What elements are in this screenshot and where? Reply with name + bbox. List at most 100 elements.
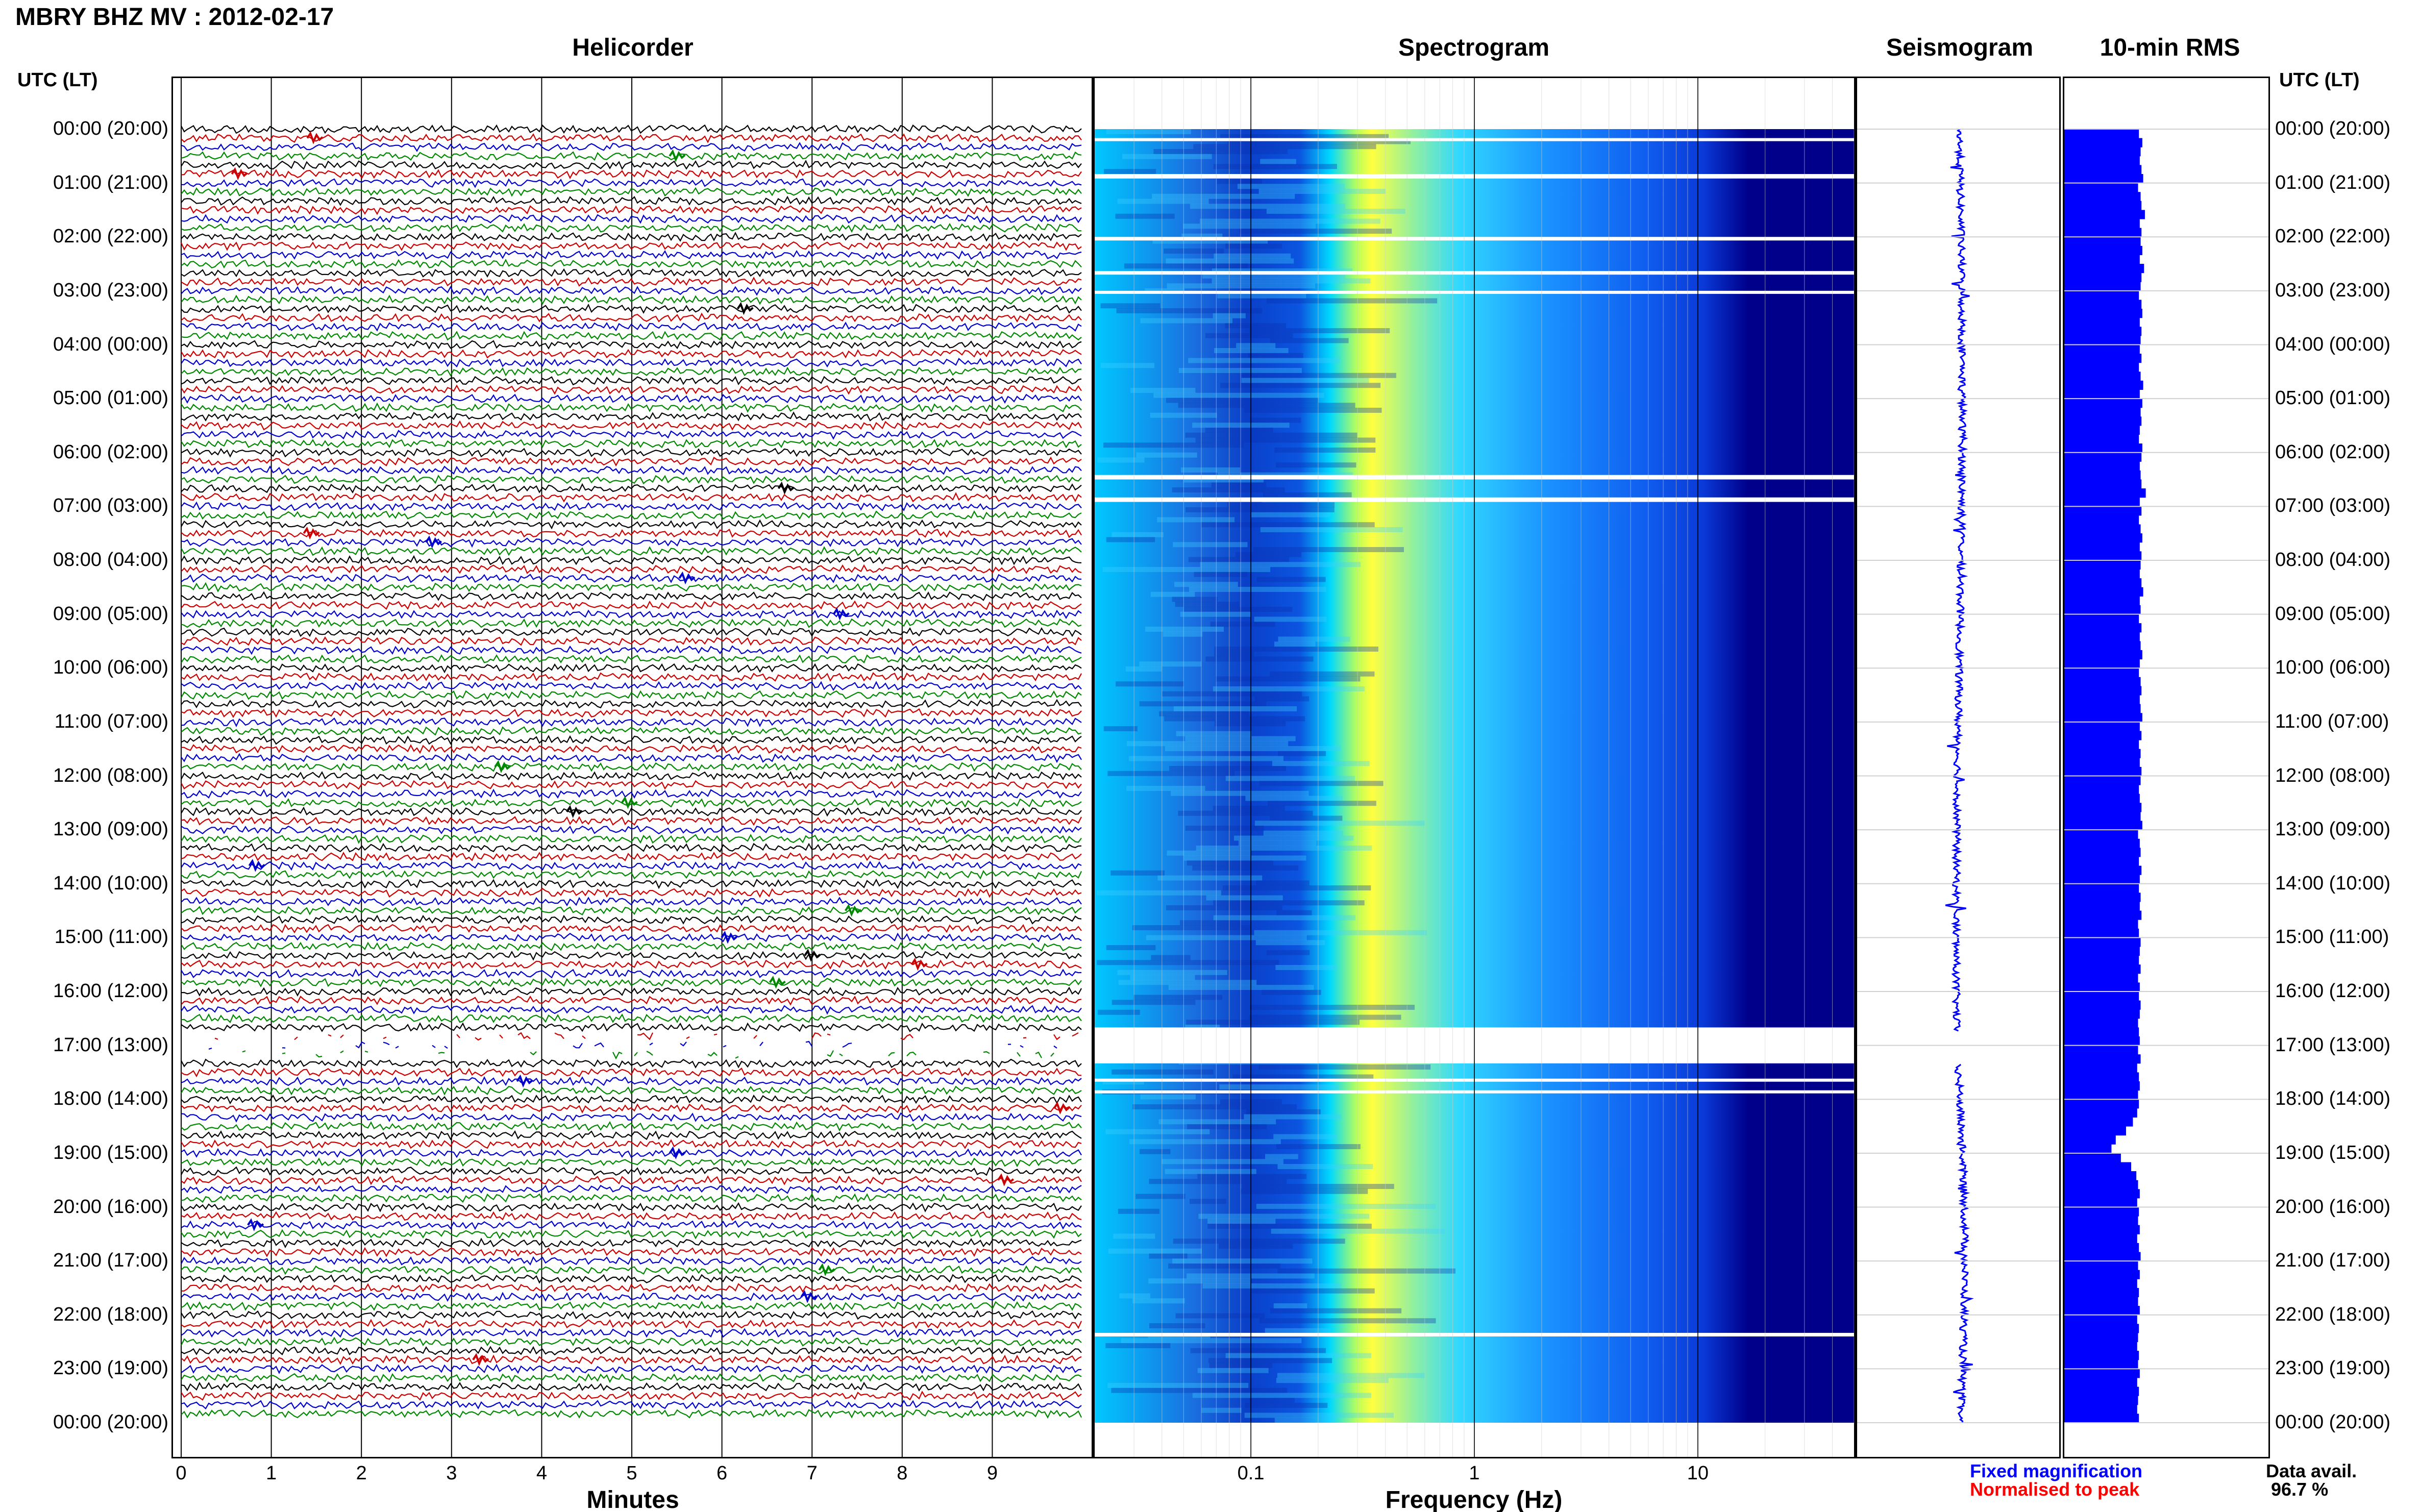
spectrogram-texture	[1256, 880, 1310, 886]
helicorder-trace	[181, 860, 1082, 871]
helicorder-trace	[181, 924, 1082, 934]
helicorder-trace	[181, 169, 1082, 180]
rms-bar	[2064, 856, 2139, 866]
legend-normalised-to-peak: Normalised to peak	[1970, 1479, 2140, 1500]
spectrogram-texture	[1266, 209, 1405, 214]
helicorder-trace	[181, 475, 1082, 485]
spectrogram-texture	[1173, 542, 1248, 548]
spectrogram-texture	[1260, 527, 1403, 532]
rms-bar	[2064, 803, 2142, 812]
rms-bar	[2064, 1243, 2139, 1253]
helicorder-trace	[181, 1202, 1082, 1212]
rms-panel	[2063, 77, 2270, 1458]
spectrogram-texture	[1239, 229, 1392, 234]
rms-bar	[2064, 290, 2139, 300]
spectrogram-texture	[1274, 448, 1376, 453]
time-label-right: 18:00 (14:00)	[2275, 1088, 2391, 1110]
spectrogram-texture	[1096, 890, 1221, 896]
rms-bar	[2064, 201, 2142, 210]
helicorder-trace	[181, 1004, 1082, 1015]
spectrogram-texture	[1106, 129, 1191, 134]
helicorder-event	[818, 1263, 835, 1276]
helicorder-trace	[181, 663, 1082, 674]
minute-tick-label: 7	[806, 1463, 818, 1484]
rms-bar	[2064, 973, 2138, 983]
spectrogram-texture	[1225, 243, 1282, 249]
spectrogram-texture	[1253, 547, 1404, 552]
spectrogram-texture	[1217, 179, 1262, 184]
spectrogram-texture	[1277, 1268, 1456, 1274]
helicorder-trace	[181, 420, 1082, 431]
rms-bar	[2064, 407, 2141, 417]
spectrogram-texture	[1106, 537, 1155, 542]
spectrogram-texture	[1166, 905, 1282, 910]
helicorder-trace	[181, 124, 1082, 134]
rms-bar	[2064, 1153, 2121, 1162]
spectrogram-texture	[1132, 925, 1251, 930]
frequency-tick-label: 10	[1687, 1463, 1709, 1484]
time-axis-right: 00:00 (20:00) 01:00 (21:00) 02:00 (22:00) 0…	[2275, 0, 2419, 1512]
rms-bar	[2064, 416, 2142, 426]
spectrogram-texture	[1103, 442, 1244, 448]
spectrogram-texture	[1254, 930, 1427, 935]
rms-bar	[2064, 569, 2140, 579]
spectrogram-texture	[1227, 139, 1411, 144]
spectrogram-texture	[1140, 1094, 1196, 1100]
spectrogram-panel	[1093, 77, 1856, 1458]
helicorder-event	[303, 526, 320, 540]
helicorder-trace	[181, 1274, 1082, 1284]
rms-bar	[2064, 389, 2140, 399]
spectrogram-texture	[1180, 467, 1241, 473]
spectrogram-texture	[1149, 1253, 1188, 1259]
rms-bar	[2064, 1297, 2138, 1306]
time-label-left: 04:00 (00:00)	[53, 333, 168, 355]
helicorder-trace	[181, 672, 1082, 682]
spectrogram-texture	[1270, 815, 1343, 821]
rms-bar	[2064, 245, 2142, 255]
helicorder-trace	[181, 878, 1082, 889]
rms-bar	[2064, 1234, 2137, 1244]
spectrogram-texture	[1162, 691, 1302, 697]
rms-bar	[2064, 811, 2141, 822]
spectrogram-texture	[1110, 870, 1165, 876]
rms-bar	[2064, 794, 2140, 803]
spectrogram-texture	[1205, 333, 1293, 338]
spectrogram-texture	[1186, 1020, 1360, 1025]
spectrogram-texture	[1206, 895, 1283, 901]
spectrogram-texture	[1278, 636, 1350, 642]
spectrogram-texture	[1118, 980, 1257, 985]
time-label-left: 12:00 (08:00)	[53, 764, 168, 786]
rms-bar	[2064, 174, 2143, 184]
time-label-left: 03:00 (23:00)	[53, 279, 168, 301]
spectrogram-texture	[1220, 134, 1389, 139]
spectrogram-texture	[1275, 965, 1337, 970]
spectrogram-texture	[1188, 557, 1289, 562]
spectrogram-texture	[1254, 616, 1327, 622]
spectrogram-texture	[1157, 517, 1235, 523]
time-label-left: 23:00 (19:00)	[53, 1357, 168, 1379]
rms-bar	[2064, 614, 2139, 624]
rms-bar	[2064, 893, 2141, 902]
spectrogram-texture	[1130, 388, 1196, 393]
rms-bar	[2064, 1377, 2137, 1387]
rms-bar	[2064, 183, 2138, 192]
helicorder-trace	[181, 906, 1082, 916]
helicorder-trace	[181, 232, 1082, 242]
time-label-left: 00:00 (20:00)	[53, 1411, 168, 1433]
spectrogram-texture	[1126, 741, 1289, 747]
time-label-right: 11:00 (07:00)	[2275, 710, 2389, 732]
spectrogram-texture	[1148, 1278, 1251, 1284]
helicorder-trace	[181, 816, 1082, 826]
helicorder-trace	[181, 1076, 1082, 1086]
spectrogram-texture	[1259, 781, 1384, 786]
spectrogram-texture	[1185, 826, 1264, 831]
spectrogram-texture	[1263, 492, 1352, 498]
time-label-right: 22:00 (18:00)	[2275, 1303, 2391, 1325]
helicorder-trace	[181, 1112, 1082, 1123]
spectrogram-texture	[1225, 1353, 1372, 1358]
time-label-right: 04:00 (00:00)	[2275, 333, 2391, 355]
spectrogram-texture	[1270, 338, 1349, 343]
rms-bar	[2064, 848, 2141, 857]
helicorder-trace	[181, 1364, 1082, 1374]
spectrogram-texture	[1202, 1283, 1342, 1288]
